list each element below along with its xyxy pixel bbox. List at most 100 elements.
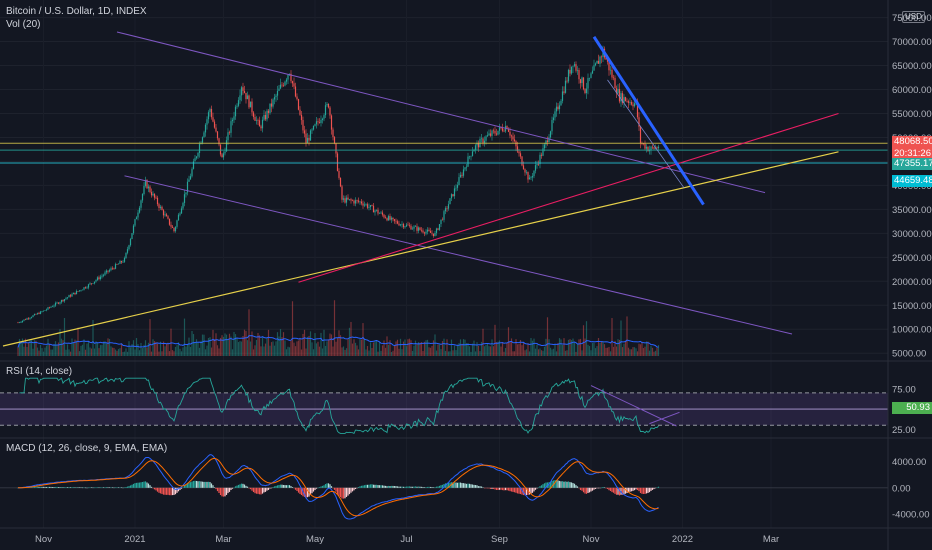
candle-body — [512, 136, 514, 140]
candle-body — [206, 119, 208, 125]
candle-body — [260, 126, 262, 129]
volume-bar — [285, 349, 288, 356]
volume-bar — [368, 350, 370, 356]
volume-bar — [609, 351, 612, 356]
candle-body — [480, 138, 483, 140]
macd-histogram-bar — [156, 487, 159, 492]
symbol-legend[interactable]: Bitcoin / U.S. Dollar, 1D, INDEX — [6, 6, 147, 17]
volume-bar — [212, 329, 214, 356]
macd-histogram-bar — [317, 487, 319, 489]
macd-histogram-bar — [578, 487, 580, 489]
volume-bar — [74, 339, 76, 356]
volume-legend[interactable]: Vol (20) — [6, 19, 41, 30]
volume-bar — [653, 351, 655, 356]
macd-histogram-bar — [486, 487, 489, 489]
macd-histogram-bar — [87, 487, 90, 489]
volume-bar — [411, 350, 414, 356]
candle-body — [183, 194, 186, 203]
candle-body — [546, 140, 549, 143]
macd-histogram-bar — [588, 487, 591, 493]
macd-histogram-bar — [263, 487, 265, 493]
candle-body — [582, 77, 585, 90]
macd-histogram-bar — [282, 484, 285, 488]
time-tick-label: Mar — [215, 534, 231, 545]
macd-histogram-bar — [518, 487, 520, 494]
candle-body — [540, 154, 543, 156]
macd-histogram-bar — [462, 483, 465, 488]
volume-bar — [452, 350, 454, 356]
macd-histogram-bar — [338, 487, 340, 496]
candle-body — [110, 268, 112, 271]
macd-histogram-bar — [650, 487, 652, 491]
candle-body — [30, 317, 33, 318]
volume-bar — [633, 347, 636, 356]
candle-body — [281, 84, 283, 86]
macd-histogram-bar — [351, 487, 354, 492]
candle-body — [530, 177, 532, 178]
candle-body — [447, 204, 450, 209]
macd-histogram-bar — [72, 487, 75, 488]
volume-bar — [276, 332, 279, 356]
macd-legend[interactable]: MACD (12, 26, close, 9, EMA, EMA) — [6, 443, 168, 454]
candle-body — [155, 197, 157, 199]
volume-bar — [50, 349, 52, 356]
rsi-legend[interactable]: RSI (14, close) — [6, 366, 73, 377]
currency-button[interactable]: USD — [902, 11, 925, 23]
candle-body — [378, 213, 381, 214]
macd-histogram-bar — [57, 487, 60, 488]
candle-body — [548, 137, 550, 143]
candle-body — [144, 179, 147, 186]
macd-histogram-bar — [617, 487, 619, 495]
candle-body — [80, 290, 82, 291]
volume-bar — [198, 347, 201, 356]
volume-bar — [225, 334, 228, 356]
volume-bar — [318, 346, 321, 356]
volume-bar — [141, 347, 144, 356]
candle-body — [416, 226, 418, 231]
macd-histogram-bar — [387, 485, 390, 488]
macd-histogram-bar — [191, 481, 193, 488]
macd-histogram-bar — [515, 487, 517, 493]
macd-histogram-bar — [542, 484, 544, 488]
volume-bar — [570, 340, 573, 356]
macd-histogram-bar — [506, 487, 508, 491]
candle-body — [449, 198, 451, 205]
volume-bar — [26, 346, 28, 356]
macd-histogram-bar — [122, 487, 124, 489]
volume-bar — [303, 329, 306, 356]
macd-histogram-bar — [354, 487, 357, 490]
volume-bar — [425, 340, 427, 356]
candle-body — [381, 212, 384, 215]
macd-histogram-bar — [440, 485, 442, 488]
macd-histogram-bar — [111, 487, 114, 488]
volume-bar — [399, 338, 402, 356]
macd-histogram-bar — [147, 483, 150, 488]
candle-body — [339, 177, 342, 187]
volume-bar — [365, 349, 367, 356]
volume-bar — [98, 348, 100, 356]
macd-histogram-bar — [381, 485, 384, 488]
macd-histogram-bar — [243, 484, 246, 488]
volume-bar — [224, 333, 226, 356]
macd-histogram-bar — [212, 485, 214, 488]
volume-bar — [248, 309, 250, 356]
macd-histogram-bar — [339, 487, 342, 498]
candle-body — [117, 263, 120, 265]
volume-bar — [597, 338, 600, 356]
candle-body — [279, 84, 282, 89]
macd-histogram-bar — [453, 482, 456, 488]
candle-body — [137, 212, 139, 218]
volume-bar — [443, 338, 445, 356]
candle-body — [314, 124, 316, 126]
candle-body — [266, 110, 268, 120]
candle-body — [527, 172, 529, 180]
candle-body — [77, 291, 79, 292]
candle-body — [272, 99, 274, 107]
volume-bar — [537, 349, 540, 356]
volume-bar — [401, 349, 403, 356]
volume-bar — [590, 350, 592, 356]
volume-bar — [563, 338, 565, 356]
macd-histogram-bar — [563, 481, 565, 488]
candle-body — [197, 152, 199, 157]
